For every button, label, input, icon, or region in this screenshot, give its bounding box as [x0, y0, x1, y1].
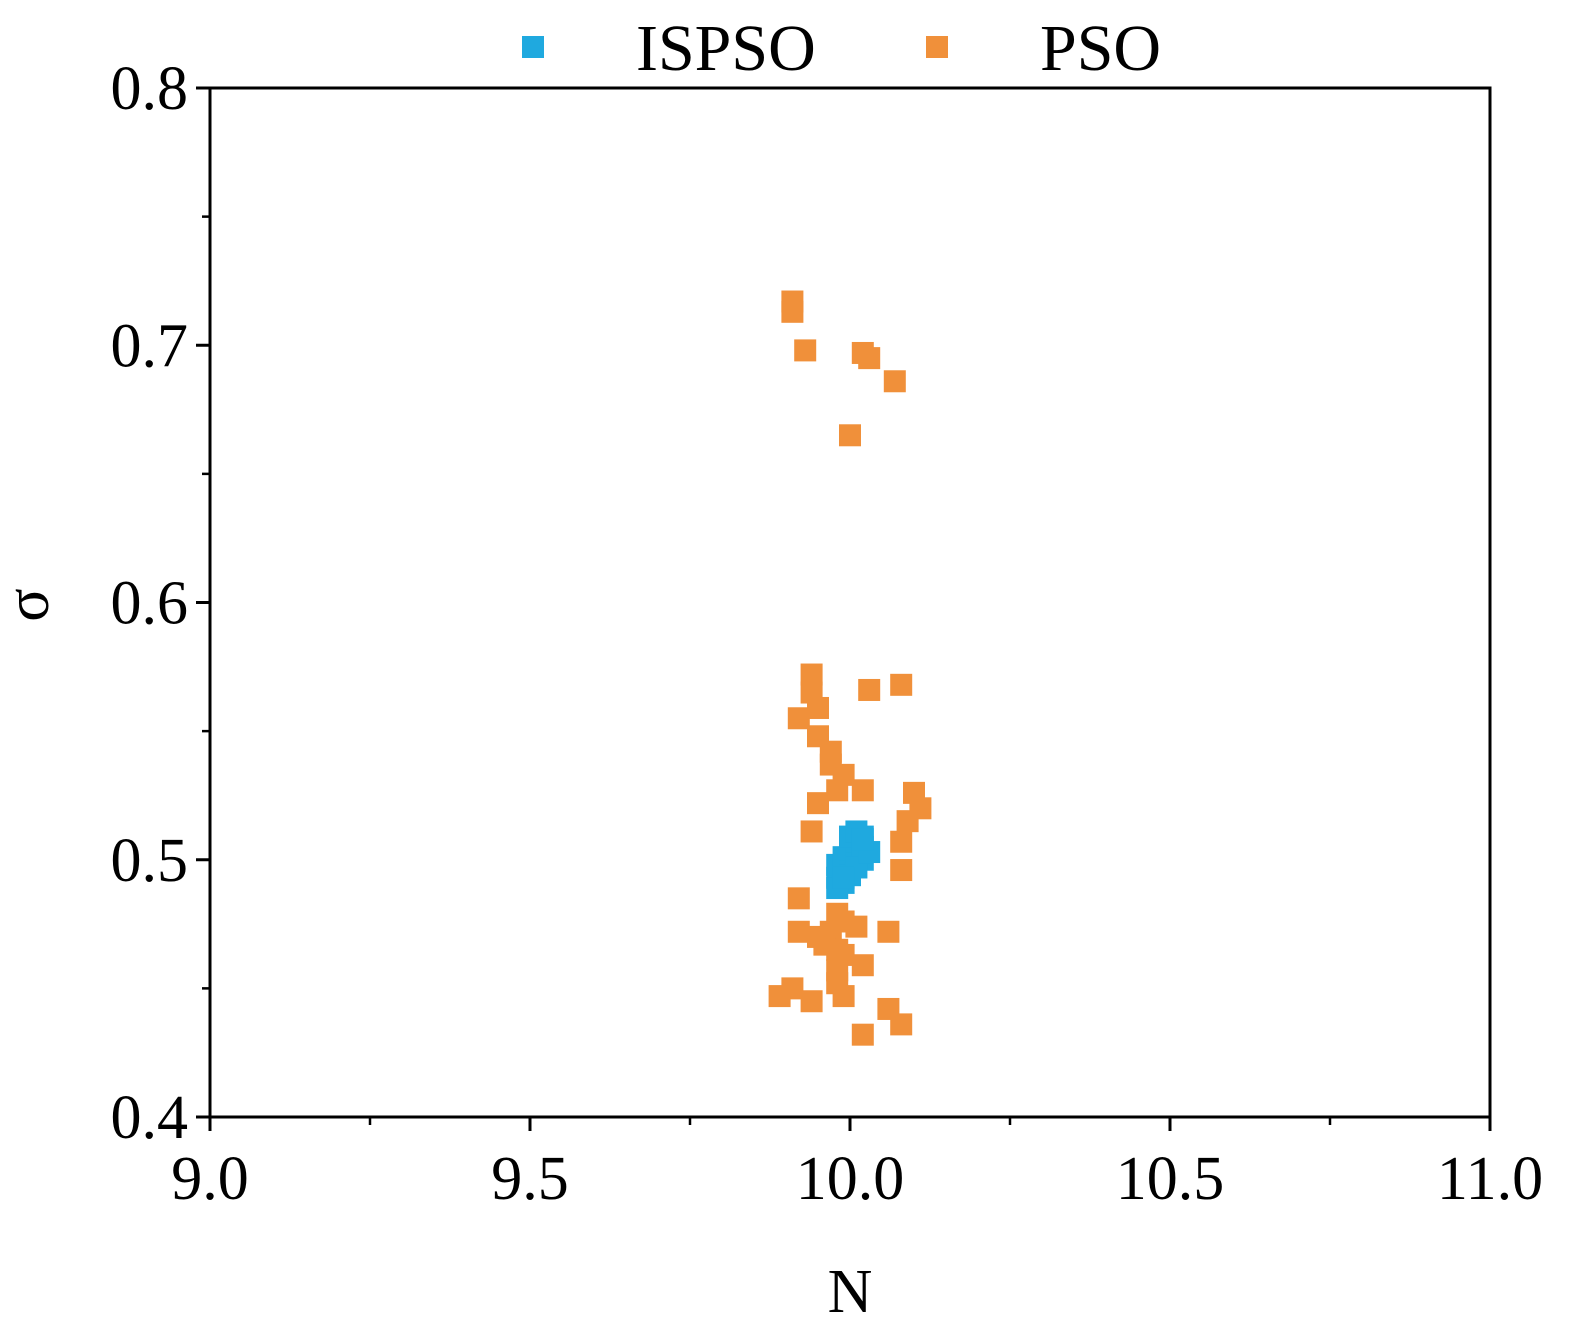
pso-point: [877, 920, 900, 943]
pso-point: [858, 678, 881, 701]
pso-point: [787, 707, 810, 730]
pso-point: [851, 779, 874, 802]
x-tick-label: 10.5: [1116, 1145, 1225, 1213]
pso-point: [807, 696, 829, 719]
legend-label-pso: PSO: [1040, 12, 1161, 85]
pso-point: [768, 985, 791, 1008]
pso-point: [839, 424, 861, 447]
ispso-point: [832, 866, 855, 889]
legend-label-ispso: ISPSO: [636, 12, 816, 85]
pso-point: [890, 830, 913, 853]
ispso-point: [851, 828, 874, 851]
legend: ISPSO PSO: [522, 12, 1161, 85]
y-tick-label: 0.8: [111, 55, 189, 123]
y-tick-label: 0.5: [111, 827, 189, 895]
x-tick-label: 10.0: [796, 1145, 905, 1213]
pso-point: [851, 1023, 874, 1046]
x-axis-title: N: [828, 1258, 873, 1326]
y-tick-label: 0.7: [111, 312, 189, 380]
pso-point: [883, 370, 906, 393]
pso-point: [794, 339, 817, 362]
y-tick-label: 0.6: [111, 570, 189, 638]
y-tick-label: 0.4: [111, 1084, 189, 1152]
pso-point: [890, 1013, 913, 1036]
pso-point: [858, 347, 881, 370]
pso-point: [781, 300, 804, 323]
pso-point: [851, 954, 874, 977]
pso-point: [807, 792, 829, 815]
pso-point: [890, 673, 913, 696]
data-points: [768, 290, 932, 1046]
pso-point: [896, 810, 919, 833]
plot-axes: [196, 86, 1492, 1131]
pso-point: [832, 985, 855, 1008]
y-axis-title: σ: [0, 588, 62, 621]
pso-point: [826, 779, 849, 802]
pso-point: [787, 920, 810, 943]
pso-point: [787, 887, 810, 910]
pso-point: [800, 990, 823, 1013]
tick-labels: 9.0 9.5 10.0 10.5 11.0 0.4 0.5 0.6 0.7 0.8: [111, 55, 1544, 1213]
x-tick-label: 11.0: [1437, 1145, 1543, 1213]
pso-point: [845, 915, 868, 938]
pso-point: [800, 663, 823, 686]
x-tick-label: 9.5: [491, 1145, 569, 1213]
x-tick-label: 9.0: [171, 1145, 249, 1213]
legend-swatch-ispso: [522, 36, 544, 58]
pso-point: [800, 820, 823, 843]
pso-point: [890, 859, 913, 882]
legend-swatch-pso: [926, 36, 948, 58]
